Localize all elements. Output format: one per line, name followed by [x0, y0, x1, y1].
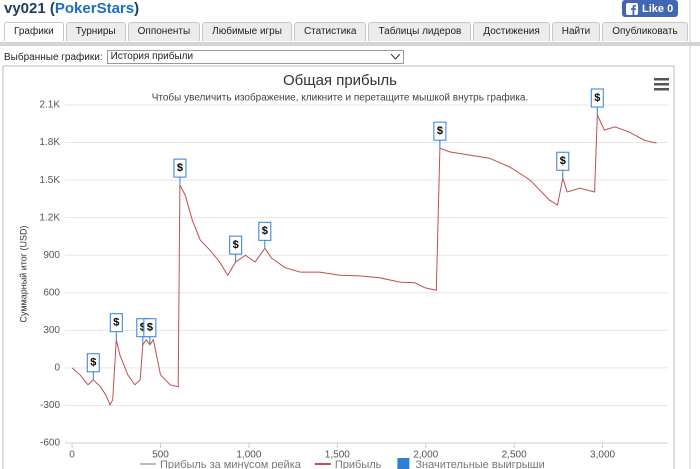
flag-label: $	[147, 322, 153, 334]
flag-label: $	[90, 357, 96, 369]
y-tick-label: 1.5K	[39, 175, 60, 186]
flag	[143, 318, 157, 338]
y-tick-label: 1.2K	[39, 212, 60, 223]
tab[interactable]: Достижения	[473, 22, 550, 41]
y-axis-title: Суммарный итог (USD)	[18, 225, 28, 322]
win-flag: $	[86, 353, 100, 380]
tabs: Графики Турниры Оппоненты Любимые игры Стати…	[4, 22, 688, 41]
y-tick-label: -300	[40, 400, 60, 411]
chart-frame	[2, 65, 675, 469]
win-flag: $	[258, 221, 272, 249]
flag	[433, 121, 447, 141]
win-flag: $	[556, 151, 570, 179]
like-button[interactable]: Like 0	[622, 0, 678, 17]
x-tick-label: 1,500	[325, 450, 350, 461]
dropdown-value: История прибыли	[110, 51, 194, 62]
chart-title: Общая прибыль	[283, 72, 397, 89]
like-text: Like 0	[642, 2, 674, 15]
tab[interactable]: Статистика	[293, 22, 367, 41]
y-tick-label: 600	[43, 287, 60, 298]
flag-label: $	[233, 239, 239, 251]
legend-swatch	[397, 458, 410, 469]
y-tick-label: 900	[43, 250, 60, 261]
win-flag: $	[109, 313, 123, 340]
fb-icon	[626, 2, 638, 15]
tab[interactable]: Найти	[551, 22, 601, 41]
x-tick-label: 3,000	[590, 450, 615, 461]
paren: )	[134, 0, 140, 17]
flag-label: $	[594, 92, 600, 104]
y-tick-label: 0	[54, 363, 60, 374]
win-flag: $	[173, 158, 187, 186]
flag-label: $	[437, 125, 443, 137]
flag	[229, 235, 243, 255]
x-tick-label: 0	[69, 450, 75, 461]
flag	[173, 158, 187, 178]
tab[interactable]: Любимые игры	[202, 22, 292, 41]
flag	[556, 151, 570, 171]
tab[interactable]: Графики	[4, 22, 64, 41]
tab[interactable]: Оппоненты	[127, 22, 201, 41]
y-tick-label: 2.1K	[39, 100, 60, 111]
tab[interactable]: Опубликовать	[602, 22, 688, 41]
win-flag: $	[229, 235, 243, 263]
win-flag: $	[143, 318, 157, 345]
flag	[258, 221, 272, 241]
y-tick-label: -600	[40, 438, 60, 449]
flag-label: $	[262, 225, 268, 237]
win-flag: $	[590, 88, 604, 116]
flag	[86, 353, 100, 373]
legend-label: Прибыль за минусом рейка	[160, 459, 302, 469]
header: vy021 (PokerStars)	[4, 0, 139, 17]
legend-label: Значительные выигрыши	[415, 459, 544, 469]
win-flag: $	[433, 121, 447, 149]
y-tick-label: 1.8K	[39, 137, 60, 148]
selector-label: Выбранные графики:	[4, 51, 103, 63]
menu-icon[interactable]	[654, 78, 669, 91]
tab-band	[0, 42, 700, 46]
selector: Выбранные графики: История прибыли	[4, 50, 404, 64]
user: vy021 (	[4, 0, 55, 17]
dropdown-arrow	[390, 54, 400, 60]
tab[interactable]: Таблицы лидеров	[368, 22, 472, 41]
flag-label: $	[113, 317, 119, 329]
x-tick-label: 500	[152, 450, 169, 461]
flag-label: $	[140, 322, 146, 334]
x-tick-label: 1,000	[236, 450, 261, 461]
x-tick-label: 2,000	[413, 450, 438, 461]
chart-subtitle: Чтобы увеличить изображение, кликните и …	[152, 92, 529, 104]
flag	[590, 88, 604, 108]
flag-label: $	[560, 155, 566, 167]
x-tick-label: 2,500	[502, 450, 527, 461]
legend-label: Прибыль	[335, 459, 382, 469]
flag	[109, 313, 123, 333]
flag-label: $	[177, 162, 183, 174]
profit-line	[71, 114, 657, 406]
y-tick-label: 300	[43, 325, 60, 336]
site-link[interactable]: PokerStars	[54, 0, 135, 17]
tab[interactable]: Турниры	[65, 22, 126, 41]
dropdown[interactable]: История прибыли	[106, 50, 404, 64]
